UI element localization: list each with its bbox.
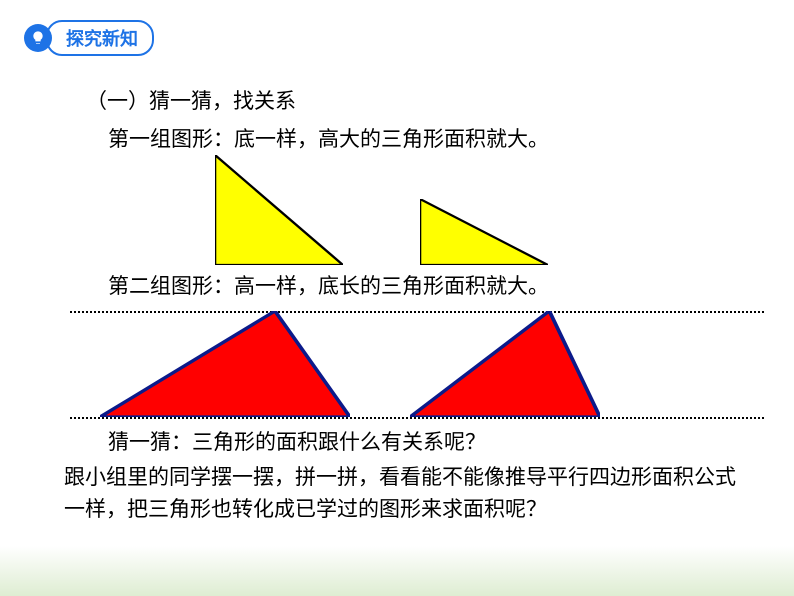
guess-question: 猜一猜：三角形的面积跟什么有关系呢？ (108, 427, 794, 459)
bottom-gradient (0, 546, 794, 596)
triangle-red-narrow (410, 311, 600, 417)
triangle-yellow-tall (215, 155, 343, 265)
group1-caption: 第一组图形：底一样，高大的三角形面积就大。 (108, 124, 794, 156)
group2-caption: 第二组图形：高一样，底长的三角形面积就大。 (108, 271, 794, 303)
section-badge: 探究新知 (24, 20, 154, 56)
content-area: （一）猜一猜，找关系 第一组图形：底一样，高大的三角形面积就大。 第二组图形：高… (0, 86, 794, 525)
figure-group-2 (0, 307, 794, 423)
section-badge-label: 探究新知 (46, 20, 154, 56)
baseline-bottom (70, 417, 764, 419)
figure-group-1 (0, 155, 794, 265)
lightbulb-icon (24, 24, 52, 52)
triangle-red-wide (100, 311, 350, 417)
triangle-yellow-short (420, 199, 548, 265)
instruction-paragraph: 跟小组里的同学摆一摆，拼一拼，看看能不能像推导平行四边形面积公式一样，把三角形也… (64, 462, 754, 525)
heading: （一）猜一猜，找关系 (86, 86, 794, 118)
